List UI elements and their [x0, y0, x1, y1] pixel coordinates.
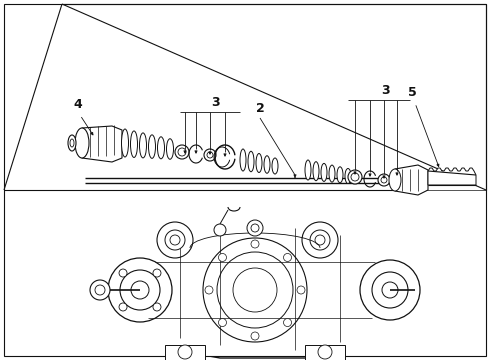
Ellipse shape	[313, 162, 319, 181]
Ellipse shape	[68, 135, 76, 151]
Ellipse shape	[348, 170, 362, 184]
Ellipse shape	[305, 160, 311, 180]
Circle shape	[153, 303, 161, 311]
Ellipse shape	[240, 149, 246, 171]
Circle shape	[205, 286, 213, 294]
Ellipse shape	[389, 169, 401, 191]
Bar	[305, 345, 345, 360]
Circle shape	[108, 258, 172, 322]
Circle shape	[119, 303, 127, 311]
Circle shape	[157, 222, 193, 258]
Ellipse shape	[248, 151, 254, 172]
Text: 5: 5	[408, 85, 416, 99]
Circle shape	[131, 281, 149, 299]
Circle shape	[382, 282, 398, 298]
Ellipse shape	[204, 149, 216, 161]
Polygon shape	[82, 126, 122, 162]
Circle shape	[302, 222, 338, 258]
Ellipse shape	[167, 139, 173, 159]
Ellipse shape	[345, 168, 351, 184]
Ellipse shape	[272, 158, 278, 174]
Text: 2: 2	[256, 102, 265, 114]
Ellipse shape	[378, 174, 390, 186]
Ellipse shape	[70, 139, 74, 147]
Polygon shape	[428, 168, 476, 185]
Circle shape	[120, 270, 160, 310]
Polygon shape	[140, 228, 390, 358]
Circle shape	[95, 285, 105, 295]
Ellipse shape	[157, 137, 165, 159]
Circle shape	[90, 280, 110, 300]
Circle shape	[119, 269, 127, 277]
Circle shape	[315, 235, 325, 245]
Circle shape	[297, 286, 305, 294]
Ellipse shape	[256, 153, 262, 172]
Circle shape	[251, 332, 259, 340]
Circle shape	[284, 253, 292, 261]
Circle shape	[233, 268, 277, 312]
Circle shape	[372, 272, 408, 308]
Ellipse shape	[329, 165, 335, 182]
Ellipse shape	[178, 148, 186, 156]
Ellipse shape	[207, 152, 213, 158]
Circle shape	[214, 224, 226, 236]
Circle shape	[203, 238, 307, 342]
Ellipse shape	[122, 129, 128, 157]
Ellipse shape	[148, 135, 155, 158]
Circle shape	[153, 269, 161, 277]
Circle shape	[360, 260, 420, 320]
Ellipse shape	[75, 128, 89, 158]
Circle shape	[165, 230, 185, 250]
Circle shape	[170, 235, 180, 245]
Circle shape	[284, 319, 292, 327]
Circle shape	[318, 345, 332, 359]
Ellipse shape	[351, 173, 359, 181]
Text: 3: 3	[211, 95, 220, 108]
Ellipse shape	[337, 167, 343, 183]
Circle shape	[178, 345, 192, 359]
Bar	[165, 345, 205, 360]
Circle shape	[217, 252, 293, 328]
Ellipse shape	[175, 145, 189, 159]
Ellipse shape	[140, 133, 147, 158]
Ellipse shape	[264, 156, 270, 173]
Polygon shape	[395, 165, 428, 195]
Text: 3: 3	[381, 84, 390, 96]
Circle shape	[247, 220, 263, 236]
Circle shape	[251, 240, 259, 248]
Ellipse shape	[381, 177, 387, 183]
Circle shape	[219, 253, 226, 261]
Circle shape	[251, 224, 259, 232]
Circle shape	[310, 230, 330, 250]
Text: 4: 4	[74, 99, 82, 112]
Ellipse shape	[130, 131, 138, 157]
Circle shape	[219, 319, 226, 327]
Ellipse shape	[321, 163, 327, 181]
